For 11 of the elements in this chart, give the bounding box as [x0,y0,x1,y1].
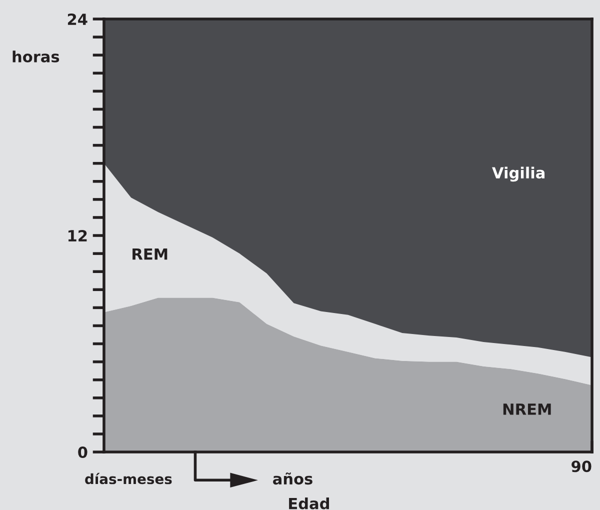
series-label: NREM [503,404,551,415]
text: años [273,472,312,485]
y-tick-label: 24 [68,13,88,25]
series-label: REM [132,248,168,260]
y-tick-label: 12 [68,230,87,242]
y-tick-label: 0 [78,446,88,458]
x-tick-label: 90 [572,460,592,472]
x-axis-title: Edad [289,497,329,510]
series-label: Vigilia [492,166,544,182]
text: días-meses [85,472,172,484]
y-axis-title: horas [12,50,60,62]
